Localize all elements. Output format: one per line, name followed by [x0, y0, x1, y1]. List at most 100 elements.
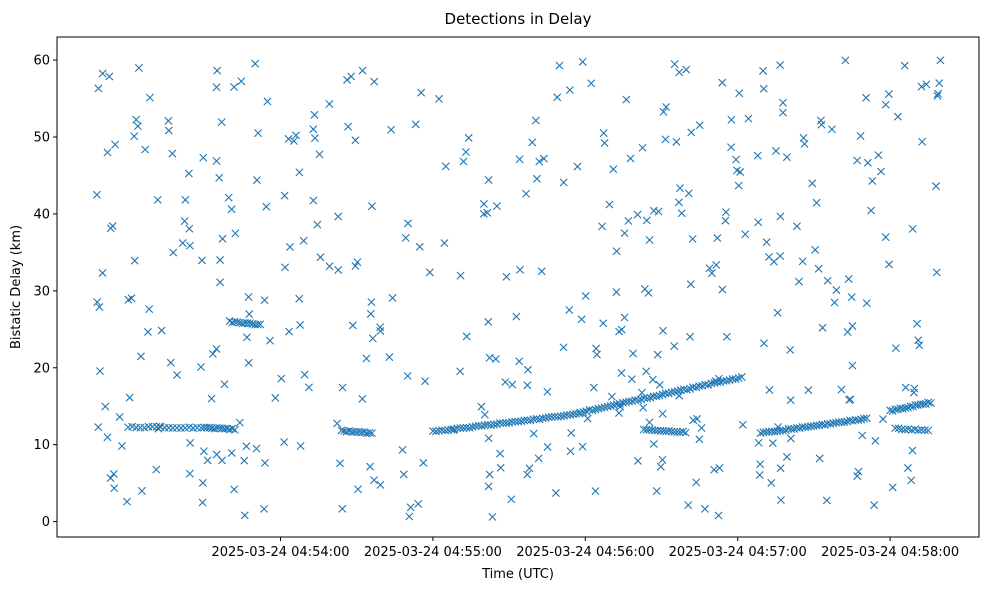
data-point: [732, 155, 741, 164]
data-point: [198, 478, 207, 487]
data-point: [858, 431, 867, 440]
data-point: [914, 336, 923, 345]
data-point: [688, 234, 697, 243]
data-point: [884, 90, 893, 99]
data-point: [573, 162, 582, 171]
data-point: [362, 354, 371, 363]
data-point: [388, 293, 397, 302]
data-point: [768, 439, 777, 448]
data-point: [489, 420, 498, 429]
data-point: [682, 65, 691, 74]
data-point: [166, 358, 175, 367]
data-point: [522, 189, 531, 198]
data-point: [230, 83, 239, 91]
x-axis-title: Time (UTC): [481, 567, 554, 582]
data-point: [567, 428, 576, 437]
data-point: [915, 341, 924, 350]
data-point: [771, 146, 780, 155]
data-point: [553, 93, 562, 102]
data-point: [656, 462, 665, 471]
data-point: [687, 128, 696, 137]
data-point: [309, 125, 318, 134]
data-point: [505, 418, 514, 427]
data-point: [501, 378, 510, 387]
data-point: [885, 260, 893, 269]
data-point: [535, 157, 544, 166]
data-point: [612, 288, 621, 297]
data-point: [814, 264, 823, 273]
data-point: [848, 322, 857, 330]
data-point: [587, 79, 596, 88]
data-point: [816, 116, 825, 125]
data-point: [101, 402, 110, 411]
data-point: [600, 403, 609, 412]
data-point: [233, 318, 242, 327]
y-axis-title: Bistatic Delay (km): [9, 225, 24, 349]
data-point: [794, 277, 803, 286]
data-point: [670, 60, 679, 69]
data-point: [594, 404, 603, 413]
data-point: [661, 135, 670, 144]
data-point: [173, 370, 182, 379]
data-point: [792, 222, 801, 231]
data-point: [879, 415, 887, 424]
data-point: [695, 435, 704, 444]
data-point: [695, 121, 704, 130]
data-point: [874, 151, 883, 160]
data-point: [707, 269, 716, 278]
data-point: [634, 396, 643, 405]
data-point: [132, 115, 141, 124]
data-point: [620, 229, 629, 238]
data-point: [242, 442, 251, 451]
data-point: [484, 317, 493, 326]
data-point: [244, 358, 253, 367]
data-point: [823, 276, 832, 285]
x-tick-label: 2025-03-24 04:56:00: [516, 545, 654, 560]
data-point: [231, 229, 240, 238]
data-point: [707, 379, 716, 388]
data-point: [566, 447, 575, 456]
data-point: [351, 262, 360, 270]
data-point: [230, 425, 239, 434]
data-point: [778, 98, 787, 107]
data-point: [827, 125, 836, 134]
data-point: [670, 342, 679, 351]
data-point: [798, 257, 807, 266]
data-point: [117, 442, 126, 451]
data-point: [511, 417, 520, 426]
data-point: [627, 375, 636, 384]
data-point: [309, 196, 318, 205]
data-point: [260, 504, 269, 513]
data-point: [676, 386, 685, 395]
data-point: [617, 325, 626, 334]
data-point: [565, 305, 574, 314]
data-point: [637, 388, 646, 397]
data-point: [428, 427, 437, 436]
data-point: [502, 419, 511, 428]
data-point: [133, 122, 142, 131]
data-point: [435, 426, 443, 435]
data-point: [924, 398, 933, 407]
data-point: [252, 176, 261, 185]
data-point: [612, 247, 621, 256]
data-point: [735, 89, 744, 98]
data-point: [936, 56, 945, 65]
data-point: [913, 319, 922, 328]
data-point: [642, 367, 651, 376]
data-point: [227, 448, 236, 457]
data-point: [484, 176, 493, 184]
data-point: [385, 353, 394, 362]
data-point: [180, 217, 189, 226]
data-point: [863, 158, 872, 167]
data-point: [242, 333, 251, 342]
data-point: [477, 402, 486, 411]
data-point: [818, 323, 827, 332]
data-point: [659, 326, 667, 335]
data-point: [811, 245, 820, 254]
data-point: [252, 444, 261, 453]
data-point: [477, 421, 486, 430]
data-point: [832, 286, 841, 295]
data-point: [676, 184, 685, 193]
data-point: [891, 424, 900, 433]
y-tick-label: 60: [33, 54, 50, 69]
